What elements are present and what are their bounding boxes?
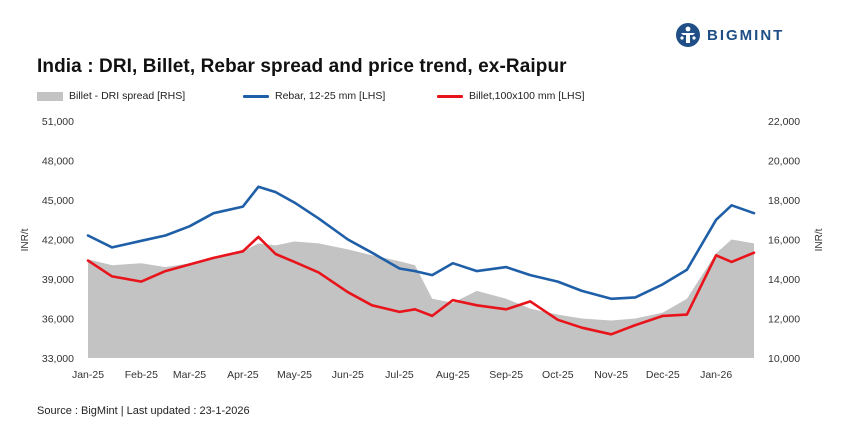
legend-label-spread: Billet - DRI spread [RHS]: [69, 90, 186, 102]
y-tick-label: 48,000: [42, 156, 74, 168]
y2-tick-label: 14,000: [768, 274, 800, 286]
y2-tick-label: 20,000: [768, 156, 800, 168]
brand-name: BIGMINT: [707, 26, 785, 44]
legend-item-rebar: Rebar, 12-25 mm [LHS]: [243, 90, 385, 102]
y-tick-label: 51,000: [42, 116, 74, 128]
chart-title: India : DRI, Billet, Rebar spread and pr…: [37, 56, 567, 77]
x-tick-label: Apr-25: [227, 369, 259, 381]
y2-tick-label: 12,000: [768, 314, 800, 326]
bigmint-logo-icon: [676, 23, 700, 47]
legend-item-spread: Billet - DRI spread [RHS]: [37, 90, 185, 102]
legend-label-billet: Billet,100x100 mm [LHS]: [469, 90, 585, 102]
x-tick-label: Jun-25: [332, 369, 364, 381]
y2-tick-label: 10,000: [768, 353, 800, 365]
series-area-spread: [88, 239, 754, 358]
y2-tick-label: 18,000: [768, 195, 800, 207]
series-line-billet: [86, 235, 756, 336]
x-tick-label: Feb-25: [125, 369, 158, 381]
y2-axis-title: INR/t: [814, 228, 825, 251]
y2-tick-label: 22,000: [768, 116, 800, 128]
y-tick-label: 42,000: [42, 235, 74, 247]
y2-tick-label: 16,000: [768, 235, 800, 247]
x-tick-label: Jan-26: [700, 369, 732, 381]
y-tick-label: 36,000: [42, 314, 74, 326]
legend-label-rebar: Rebar, 12-25 mm [LHS]: [275, 90, 386, 102]
legend-swatch-spread: [37, 91, 63, 101]
x-tick-label: Mar-25: [173, 369, 206, 381]
x-tick-label: Jan-25: [72, 369, 104, 381]
y-tick-label: 39,000: [42, 274, 74, 286]
series-line-rebar: [86, 185, 756, 301]
x-tick-label: Oct-25: [542, 369, 574, 381]
legend-swatch-rebar: [243, 94, 269, 98]
legend-swatch-billet: [437, 94, 463, 98]
source-note: Source : BigMint | Last updated : 23-1-2…: [37, 405, 250, 417]
x-tick-label: May-25: [277, 369, 312, 381]
x-tick-label: Sep-25: [489, 369, 523, 381]
x-tick-label: Jul-25: [385, 369, 414, 381]
y-axis-title: INR/t: [20, 228, 31, 251]
chart-legend: Billet - DRI spread [RHS] Rebar, 12-25 m…: [37, 90, 839, 106]
y-tick-label: 45,000: [42, 195, 74, 207]
x-tick-label: Dec-25: [646, 369, 680, 381]
x-tick-label: Aug-25: [436, 369, 470, 381]
x-tick-label: Nov-25: [594, 369, 628, 381]
legend-item-billet: Billet,100x100 mm [LHS]: [437, 90, 585, 102]
y-tick-label: 33,000: [42, 353, 74, 365]
brand-logo: BIGMINT: [675, 20, 784, 50]
